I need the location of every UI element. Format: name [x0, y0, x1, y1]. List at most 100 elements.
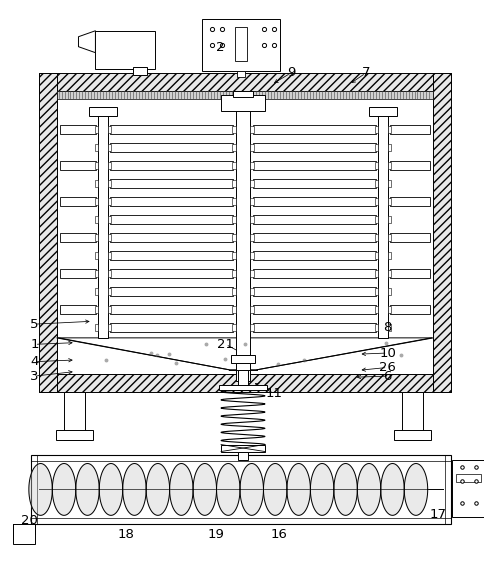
Bar [95, 234, 98, 241]
Bar [374, 306, 377, 313]
Bar [238, 452, 247, 460]
Bar [452, 460, 484, 518]
Bar [95, 306, 98, 313]
Bar [95, 270, 98, 277]
Text: 17: 17 [429, 508, 446, 521]
Bar [95, 252, 98, 259]
Bar [108, 324, 111, 331]
Bar [60, 305, 96, 314]
Bar [110, 197, 232, 206]
Bar [221, 445, 264, 452]
Bar [219, 384, 266, 390]
Text: 21: 21 [217, 338, 234, 351]
Bar [374, 198, 377, 205]
Text: 26: 26 [378, 361, 395, 374]
Bar [231, 234, 236, 241]
Bar [95, 288, 98, 295]
Polygon shape [380, 464, 403, 515]
Bar [374, 144, 377, 151]
Bar [249, 288, 254, 295]
Bar [253, 215, 375, 224]
Bar [95, 126, 98, 133]
Polygon shape [193, 464, 216, 515]
Polygon shape [52, 464, 76, 515]
Bar [253, 323, 375, 332]
Bar [374, 126, 377, 133]
Bar [387, 198, 390, 205]
Text: 10: 10 [378, 346, 395, 360]
Polygon shape [57, 338, 433, 370]
Bar [95, 162, 98, 169]
Bar [231, 198, 236, 205]
Bar [110, 126, 232, 134]
Bar [387, 288, 390, 295]
Bar [108, 126, 111, 133]
Bar [108, 306, 111, 313]
Bar [60, 126, 96, 134]
Text: 2: 2 [216, 41, 225, 53]
Bar [39, 72, 57, 392]
Polygon shape [357, 464, 380, 515]
Text: 7: 7 [361, 67, 369, 79]
Bar [60, 197, 96, 206]
Polygon shape [240, 464, 263, 515]
Bar [253, 233, 375, 242]
Bar [231, 288, 236, 295]
Polygon shape [29, 464, 52, 515]
Bar [389, 233, 430, 242]
Bar [231, 252, 236, 259]
Bar [236, 363, 249, 381]
Bar [30, 455, 451, 525]
Polygon shape [404, 464, 427, 515]
Bar [95, 31, 155, 69]
Bar [95, 144, 98, 151]
Bar [389, 197, 430, 206]
Bar [108, 252, 111, 259]
Bar [389, 305, 430, 314]
Bar [253, 162, 375, 170]
Text: 3: 3 [30, 369, 39, 383]
Bar [387, 234, 390, 241]
Bar [368, 107, 396, 116]
Text: 18: 18 [118, 529, 135, 541]
Bar [389, 126, 430, 134]
Bar [108, 198, 111, 205]
Bar [253, 126, 375, 134]
Bar [238, 370, 247, 390]
Bar [231, 180, 236, 187]
Bar [253, 305, 375, 314]
Bar [57, 90, 433, 374]
Bar [60, 233, 96, 242]
Bar [110, 144, 232, 152]
Bar [401, 392, 423, 439]
Bar [387, 144, 390, 151]
Bar [249, 126, 254, 133]
Bar [231, 162, 236, 169]
Polygon shape [216, 464, 240, 515]
Bar [63, 392, 85, 439]
Bar [374, 180, 377, 187]
Polygon shape [310, 464, 333, 515]
Bar [110, 162, 232, 170]
Bar [108, 162, 111, 169]
Bar [253, 269, 375, 278]
Bar [249, 252, 254, 259]
Text: 20: 20 [21, 514, 38, 527]
Bar [253, 287, 375, 296]
Bar [231, 126, 236, 133]
Bar [110, 305, 232, 314]
Bar [108, 180, 111, 187]
Text: 8: 8 [383, 321, 391, 334]
Bar [377, 108, 387, 338]
Bar [387, 324, 390, 331]
Bar [232, 90, 253, 97]
Polygon shape [78, 31, 95, 53]
Polygon shape [287, 464, 310, 515]
Bar [133, 67, 147, 75]
Text: 16: 16 [270, 529, 287, 541]
Bar [235, 27, 246, 61]
Bar [374, 270, 377, 277]
Bar [387, 216, 390, 223]
Text: 6: 6 [383, 369, 391, 383]
Bar [249, 216, 254, 223]
